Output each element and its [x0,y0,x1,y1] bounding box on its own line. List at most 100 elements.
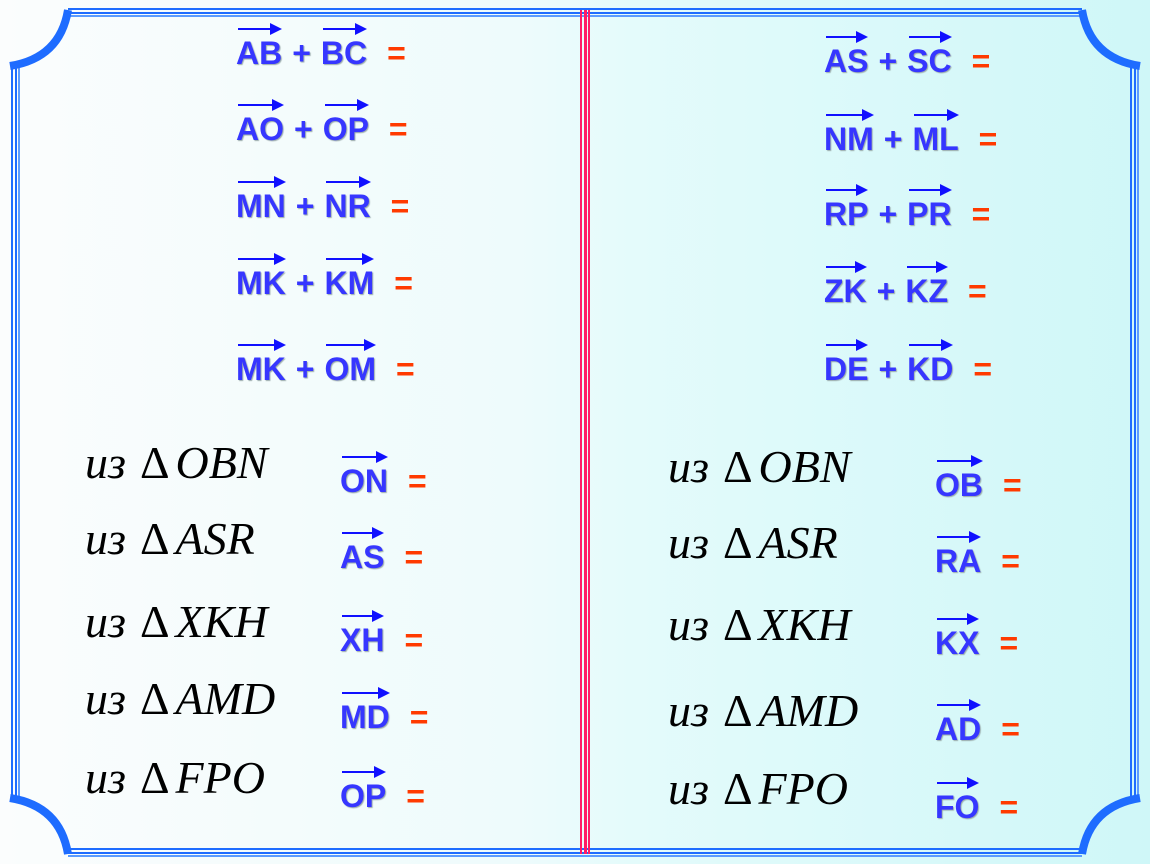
equals-sign: = [999,789,1019,825]
triangle-label: из Δ XKH [85,595,268,648]
vector: FO [935,776,980,824]
delta-symbol: Δ [139,513,170,564]
plus-sign: + [292,35,311,71]
triangle-name: XKH [758,599,851,650]
delta-symbol: Δ [722,763,753,814]
delta-symbol: Δ [139,596,170,647]
triangle-label: из Δ OBN [668,440,851,493]
vector: OB [935,454,983,502]
prefix: из [668,599,709,650]
equals-sign: = [404,539,424,575]
triangle-name: AMD [175,673,276,724]
vector-row: AS = [340,526,423,574]
vector: MN [236,175,286,223]
vector-row: ON = [340,450,427,498]
vector: ML [912,108,959,156]
equals-sign: = [396,351,415,387]
vector: RA [935,530,982,578]
prefix: из [668,517,709,568]
equals-sign: = [1001,543,1020,579]
equals-sign: = [409,699,429,735]
vector-sum-row: MK + KM = [236,252,413,300]
prefix: из [85,752,126,803]
vector: OP [340,765,387,813]
vector: OM [324,338,376,386]
delta-symbol: Δ [139,752,170,803]
triangle-label: из Δ ASR [668,516,838,569]
vector: MD [340,686,390,734]
vector: ON [340,450,388,498]
vector-sum-row: AB + BC = [236,22,406,70]
center-divider [580,10,590,854]
equals-sign: = [1001,711,1020,747]
vector: AS [824,30,869,78]
prefix: из [85,673,126,724]
vector: PR [907,183,953,231]
vector-sum-row: MK + OM = [236,338,415,386]
triangle-label: из Δ XKH [668,598,851,651]
equals-sign: = [968,273,987,309]
equals-sign: = [394,265,413,301]
triangle-name: OBN [175,437,268,488]
vector: XH [340,609,385,657]
equals-sign: = [387,35,406,71]
vector: MK [236,338,286,386]
frame-bottom [68,848,1082,850]
plus-sign: + [876,273,896,309]
prefix: из [668,685,709,736]
vector-sum-row: RP + PR = [824,183,990,231]
plus-sign: + [295,188,315,224]
triangle-name: AMD [758,685,859,736]
delta-symbol: Δ [722,685,753,736]
triangle-name: OBN [758,441,851,492]
prefix: из [668,441,709,492]
equals-sign: = [390,188,410,224]
prefix: из [668,763,709,814]
vector-sum-row: ZK + KZ = [824,260,987,308]
triangle-label: из Δ OBN [85,436,268,489]
triangle-name: ASR [758,517,838,568]
plus-sign: + [295,265,315,301]
prefix: из [85,596,126,647]
triangle-name: FPO [175,752,265,803]
triangle-label: из Δ AMD [85,672,275,725]
vector: OP [323,98,370,146]
vector: NM [824,108,874,156]
frame-right [1130,64,1132,800]
vector: MK [236,252,286,300]
delta-symbol: Δ [139,437,170,488]
vector-sum-row: AS + SC = [824,30,990,78]
vector-row: AD = [935,698,1020,746]
equals-sign: = [973,351,993,387]
delta-symbol: Δ [139,673,170,724]
plus-sign: + [294,111,313,147]
equals-sign: = [999,625,1019,661]
vector-row: OB = [935,454,1022,502]
vector-row: XH = [340,609,423,657]
plus-sign: + [878,43,898,79]
vector-sum-row: MN + NR = [236,175,409,223]
vector: RP [824,183,869,231]
delta-symbol: Δ [722,441,753,492]
equals-sign: = [971,196,991,232]
triangle-name: XKH [175,596,268,647]
vector-sum-row: NM + ML = [824,108,997,156]
triangle-label: из Δ ASR [85,512,255,565]
vector: KD [907,338,954,386]
equals-sign: = [978,121,998,157]
vector-sum-row: AO + OP = [236,98,408,146]
vector-row: KX = [935,612,1018,660]
vector: ZK [824,260,867,308]
prefix: из [85,513,126,564]
vector: DE [824,338,869,386]
plus-sign: + [295,351,315,387]
plus-sign: + [883,121,903,157]
vector: KM [324,252,374,300]
delta-symbol: Δ [722,599,753,650]
triangle-name: FPO [758,763,848,814]
triangle-label: из Δ FPO [668,762,848,815]
triangle-label: из Δ FPO [85,751,265,804]
equals-sign: = [404,622,424,658]
plus-sign: + [878,351,898,387]
